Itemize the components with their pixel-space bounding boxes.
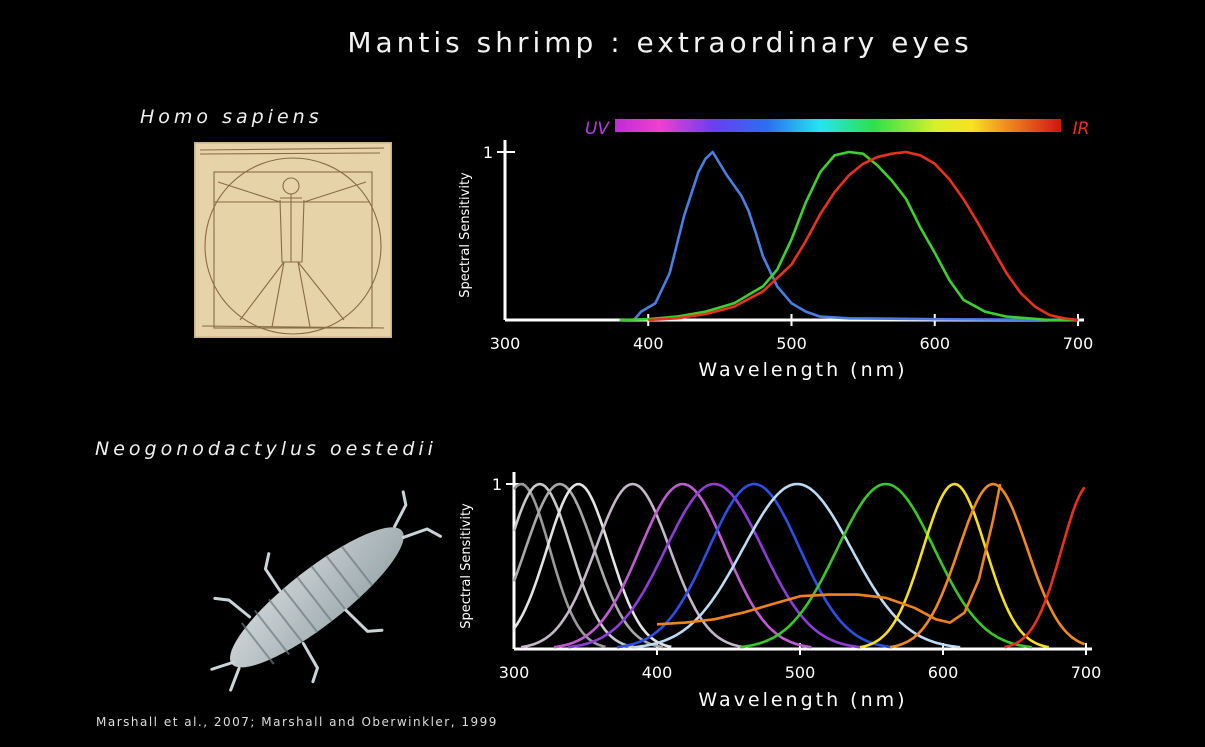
species-label-shrimp: Neogonodactylus oestedii [95,438,437,460]
series-line-5 [520,482,745,649]
x-tick-label: 600 [919,334,950,353]
mantis-shrimp-image [210,490,442,692]
series-line-1 [632,150,1079,322]
vitruvian-man-image [194,142,392,338]
series-line-10 [739,482,1032,649]
x-tick-label: 700 [1071,663,1102,682]
series-line-8 [616,482,892,649]
species-label-human: Homo sapiens [140,106,323,128]
x-tick-label: 400 [633,334,664,353]
uv-label: UV [585,119,610,139]
y-tick-label: 1 [483,143,493,162]
x-tick-label: 600 [928,663,959,682]
x-tick-label: 300 [490,334,521,353]
x-tick-label: 300 [499,663,530,682]
chart-mantis-shrimp: 1 300 400 500 600 700 Spectral Sensitivity Wa… [459,472,1102,711]
ir-label: IR [1073,119,1090,139]
series-line-2 [619,150,1078,322]
x-tick-label: 500 [776,334,807,353]
x-axis-label: Wavelength (nm) [698,689,907,711]
y-axis-label: Spectral Sensitivity [459,503,474,629]
page-title: Mantis shrimp : extraordinary eyes [347,26,973,59]
series-line-13 [1004,486,1086,649]
series-line-3 [512,482,663,649]
x-axis-label: Wavelength (nm) [698,359,907,381]
series-line-4 [512,482,672,649]
chart-human: UV IR 1 300 400 500 600 700 Spectral Sensitiv… [458,119,1094,381]
y-tick-label: 1 [492,475,502,494]
series-line-9 [633,482,961,649]
series-line-6 [553,482,812,649]
series-line-11 [859,482,1050,649]
x-tick-label: 500 [785,663,816,682]
series-line-2 [512,482,635,649]
x-tick-label: 400 [642,663,673,682]
x-tick-label: 700 [1063,334,1094,353]
citation: Marshall et al., 2007; Marshall and Ober… [96,715,498,729]
series-line-3 [648,150,1079,322]
y-axis-label: Spectral Sensitivity [458,172,473,298]
series-line-14 [656,483,1002,626]
spectrum-bar [615,119,1061,132]
series-line-7 [568,482,861,649]
series-line-12 [889,482,1086,649]
